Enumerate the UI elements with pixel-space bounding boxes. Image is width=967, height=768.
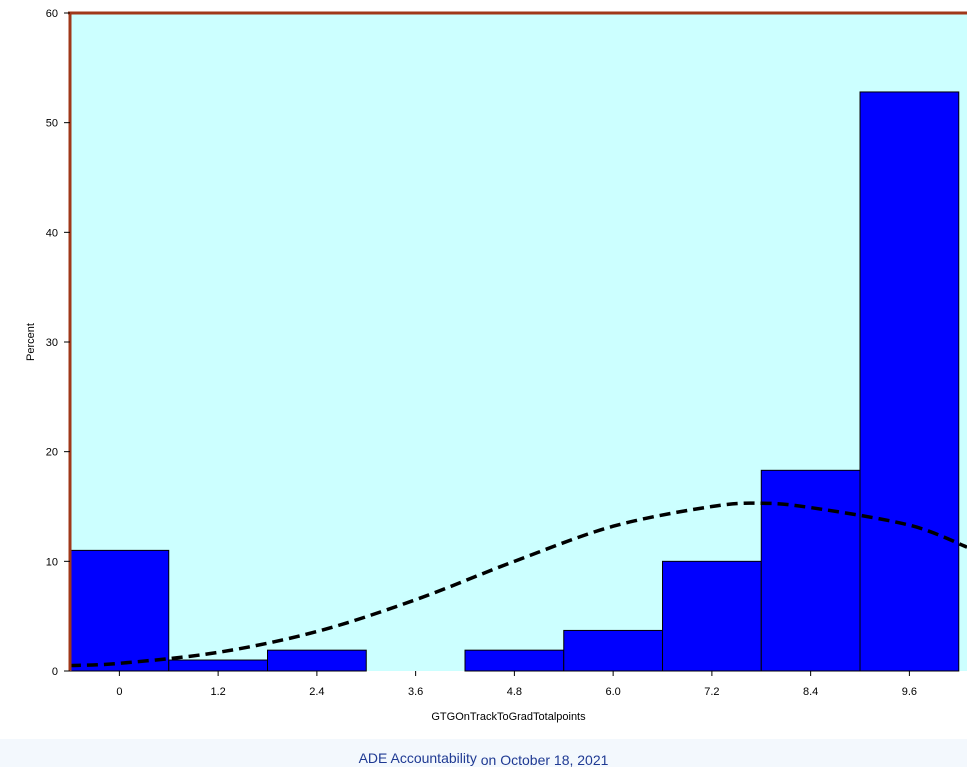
x-tick-label: 7.2	[704, 686, 719, 698]
x-tick-label: 2.4	[309, 686, 324, 698]
x-tick-label: 0	[116, 686, 122, 698]
y-tick-label: 60	[46, 8, 58, 20]
x-axis-title: GTGOnTrackToGradTotalpoints	[431, 711, 586, 723]
x-tick-label: 3.6	[408, 686, 423, 698]
bar-7.2	[662, 560, 762, 672]
x-tick-label: 4.8	[507, 686, 522, 698]
y-tick-label: 10	[46, 556, 58, 568]
y-tick-label: 50	[46, 118, 58, 130]
bar-9.6	[859, 91, 960, 672]
bar-4.8	[464, 649, 565, 672]
y-tick-label: 20	[46, 447, 58, 459]
footer-source: ADE Accountability	[358, 750, 477, 766]
y-ticks-group: 0 10 20 30 40 50 60	[46, 8, 70, 678]
x-tick-label: 8.4	[803, 686, 818, 698]
footer-date: October 18, 2021	[500, 752, 609, 768]
x-tick-label: 6.0	[605, 686, 620, 698]
x-ticks-group: 0 1.2 2.4 3.6 4.8 6.0 7.2 8.4 9.6	[116, 671, 917, 698]
x-tick-label: 9.6	[902, 686, 917, 698]
bar-1.2	[168, 659, 269, 672]
bar-8.4	[760, 469, 861, 672]
histogram-chart: 0 1.2 2.4 3.6 4.8 6.0 7.2 8.4 9.6 0 10 20 30 40 50 60 …	[25, 8, 967, 723]
chart-svg: 0 1.2 2.4 3.6 4.8 6.0 7.2 8.4 9.6 0102030405060 …	[25, 8, 967, 723]
bar-0	[69, 549, 170, 672]
footer-on: on	[480, 752, 497, 768]
bar-2.4	[267, 649, 367, 672]
x-tick-label: 1.2	[210, 686, 225, 698]
y-tick-label: 30	[46, 337, 58, 349]
y-axis-title: Percent	[25, 323, 37, 361]
footer-text: ADE Accountability on October 18, 2021	[358, 749, 609, 768]
bars-group	[69, 91, 960, 672]
bar-6.0	[563, 629, 664, 672]
y-tick-label: 0	[52, 666, 58, 678]
y-tick-label: 40	[46, 227, 58, 239]
footer: ADE Accountability on October 18, 2021	[0, 739, 967, 768]
density-curve	[69, 501, 967, 668]
